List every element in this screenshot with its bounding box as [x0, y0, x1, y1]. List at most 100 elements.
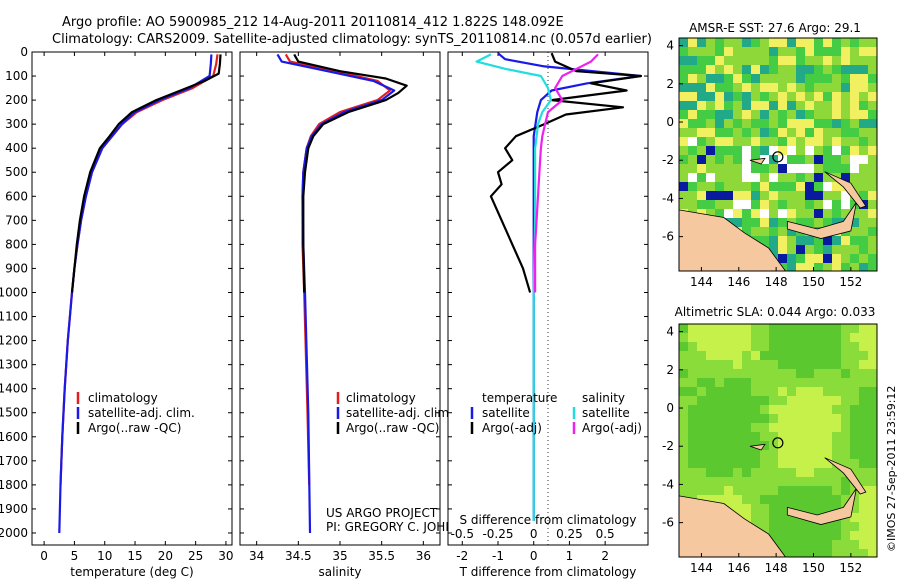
map-cell	[679, 119, 689, 129]
map-cell	[760, 396, 770, 406]
map-cell	[679, 191, 689, 201]
map-cell	[697, 56, 707, 66]
map-cell	[769, 504, 779, 514]
map-cell	[832, 360, 842, 370]
map-cell	[841, 405, 851, 415]
map-cell	[850, 119, 860, 129]
map-cell	[715, 146, 725, 156]
map-cell	[832, 83, 842, 93]
map-cell	[814, 333, 824, 343]
map-cell	[724, 209, 734, 219]
map-cell	[787, 92, 797, 102]
map-cell	[796, 155, 806, 165]
map-cell	[751, 83, 761, 93]
map-cell	[724, 119, 734, 129]
map-cell	[760, 459, 770, 469]
map-cell	[823, 432, 833, 442]
map-cell	[832, 218, 842, 228]
map-cell	[796, 351, 806, 361]
map-cell	[697, 182, 707, 192]
new-ireland-land	[824, 457, 867, 495]
map-cell	[751, 360, 761, 370]
x-tick-label-s: -0.25	[482, 527, 513, 541]
map-cell	[832, 101, 842, 111]
map-cell	[733, 182, 743, 192]
map-cell	[814, 540, 824, 550]
map-cell	[697, 324, 707, 334]
map-cell	[724, 495, 734, 505]
y-tick-label: 800	[5, 237, 28, 251]
map-cell	[796, 74, 806, 84]
map-cell	[697, 396, 707, 406]
map-cell	[868, 495, 878, 505]
map-cell	[697, 450, 707, 460]
lat-tick-label: -6	[662, 516, 674, 530]
map-cell	[823, 540, 833, 550]
legend-label-t-argo: Argo(-adj)	[482, 421, 542, 435]
map-cell	[769, 101, 779, 111]
map-cell	[814, 369, 824, 379]
map-cell	[778, 540, 788, 550]
map-cell	[850, 209, 860, 219]
map-cell	[859, 459, 869, 469]
map-cell	[778, 200, 788, 210]
map-cell	[805, 110, 815, 120]
map-cell	[742, 155, 752, 165]
map-cell	[733, 218, 743, 228]
map-cell	[832, 432, 842, 442]
map-cell	[733, 74, 743, 84]
temperature-xlabel: temperature (deg C)	[70, 565, 193, 579]
map-cell	[832, 182, 842, 192]
map-cell	[814, 191, 824, 201]
map-cell	[832, 333, 842, 343]
map-cell	[805, 182, 815, 192]
map-cell	[814, 128, 824, 138]
map-cell	[742, 360, 752, 370]
map-cell	[796, 38, 806, 48]
map-cell	[841, 396, 851, 406]
map-cell	[868, 47, 878, 57]
map-cell	[697, 173, 707, 183]
map-cell	[688, 65, 698, 75]
map-cell	[868, 218, 878, 228]
map-cell	[769, 531, 779, 541]
map-cell	[814, 146, 824, 156]
map-cell	[823, 522, 833, 532]
map-cell	[688, 146, 698, 156]
map-cell	[841, 441, 851, 451]
map-cell	[850, 540, 860, 550]
map-cell	[679, 65, 689, 75]
map-cell	[859, 128, 869, 138]
map-cell	[859, 423, 869, 433]
map-cell	[778, 137, 788, 147]
map-cell	[778, 405, 788, 415]
map-cell	[832, 137, 842, 147]
map-cell	[688, 378, 698, 388]
map-cell	[778, 218, 788, 228]
map-cell	[823, 164, 833, 174]
map-cell	[796, 360, 806, 370]
map-cell	[751, 38, 761, 48]
map-cell	[841, 92, 851, 102]
map-cell	[832, 164, 842, 174]
map-cell	[850, 450, 860, 460]
lat-tick-label: -4	[662, 477, 674, 491]
map-cell	[760, 504, 770, 514]
map-cell	[697, 65, 707, 75]
map-cell	[841, 209, 851, 219]
map-cell	[868, 65, 878, 75]
map-cell	[769, 396, 779, 406]
map-cell	[715, 155, 725, 165]
map-cell	[697, 378, 707, 388]
map-cell	[859, 254, 869, 264]
map-cell	[814, 155, 824, 165]
x-tick-label: 36	[416, 549, 431, 563]
legend-label-satellite: satellite-adj. clim.	[88, 406, 195, 420]
map-cell	[715, 110, 725, 120]
map-cell	[796, 459, 806, 469]
x-tick-label: 15	[127, 549, 142, 563]
map-cell	[697, 92, 707, 102]
map-cell	[706, 164, 716, 174]
map-cell	[868, 254, 878, 264]
legend-label-climatology: climatology	[88, 391, 158, 405]
